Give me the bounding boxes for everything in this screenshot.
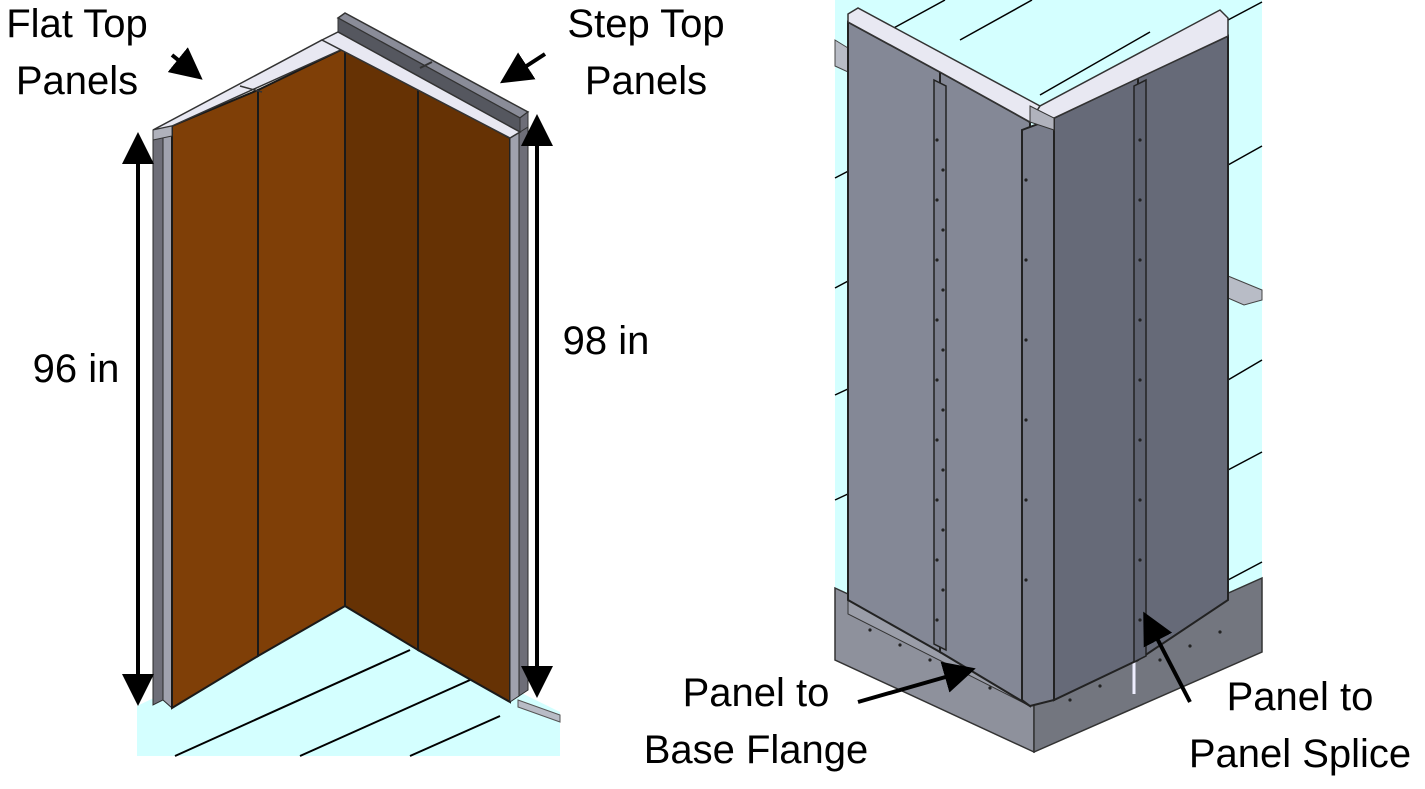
- wood-panel-left-a: [171, 88, 259, 710]
- floor-line: [409, 715, 501, 757]
- floor-line: [1227, 359, 1263, 381]
- wood-panel-left-b: [257, 46, 346, 658]
- splice-strip-right: [1133, 78, 1147, 664]
- left-frame-edge: [152, 129, 164, 706]
- corner-post: [1021, 116, 1055, 708]
- wood-panel-right-b: [417, 86, 511, 704]
- floor-line: [299, 679, 471, 757]
- left-wood-panel-model: [122, 12, 561, 757]
- step-top-callout-arrow: [499, 52, 547, 84]
- steel-panel-right-a: [1053, 76, 1139, 702]
- floor-line: [1227, 1, 1263, 21]
- bolt-pattern: [868, 138, 1222, 702]
- splice-strip-left: [933, 78, 947, 652]
- flat-top-seam: [239, 85, 263, 93]
- floor-line: [959, 0, 1033, 41]
- height-label-96: 96 in: [33, 347, 120, 391]
- top-cap-corner: [1029, 105, 1055, 131]
- floor-surface: [137, 606, 560, 756]
- right-frame-inner: [509, 131, 520, 703]
- floor-line: [1227, 451, 1263, 471]
- splice-callout-arrow: [1143, 611, 1192, 703]
- wood-panel-right-a: [344, 46, 419, 652]
- floor-line: [174, 649, 411, 757]
- steel-panel-left-b: [939, 70, 1031, 708]
- flat-top-label-line2: Panels: [16, 59, 138, 103]
- floor-line: [1227, 145, 1263, 166]
- steel-panel-right-b: [1137, 34, 1229, 662]
- step-top-label-line1: Step Top: [567, 2, 724, 46]
- base-flange-label-line1: Panel to: [683, 671, 830, 715]
- splice-label-line2: Panel Splice: [1189, 732, 1411, 776]
- right-frame-edge: [518, 126, 529, 697]
- right-steel-panel-model: [834, 0, 1263, 754]
- step-top-seam: [419, 61, 433, 69]
- flat-top-callout-arrow: [167, 47, 203, 80]
- steel-panel-left-a: [847, 20, 941, 654]
- left-frame-inner: [162, 125, 173, 710]
- step-top-label-line2: Panels: [585, 59, 707, 103]
- base-flange-label-line2: Base Flange: [644, 728, 869, 772]
- floor-rail: [517, 699, 561, 723]
- floor-line: [1227, 561, 1263, 581]
- height-label-98: 98 in: [563, 319, 650, 363]
- flat-top-label-line1: Flat Top: [6, 2, 148, 46]
- base-flange-callout-arrow: [857, 661, 976, 704]
- splice-label-line1: Panel to: [1227, 675, 1374, 719]
- floor-line: [1039, 31, 1151, 96]
